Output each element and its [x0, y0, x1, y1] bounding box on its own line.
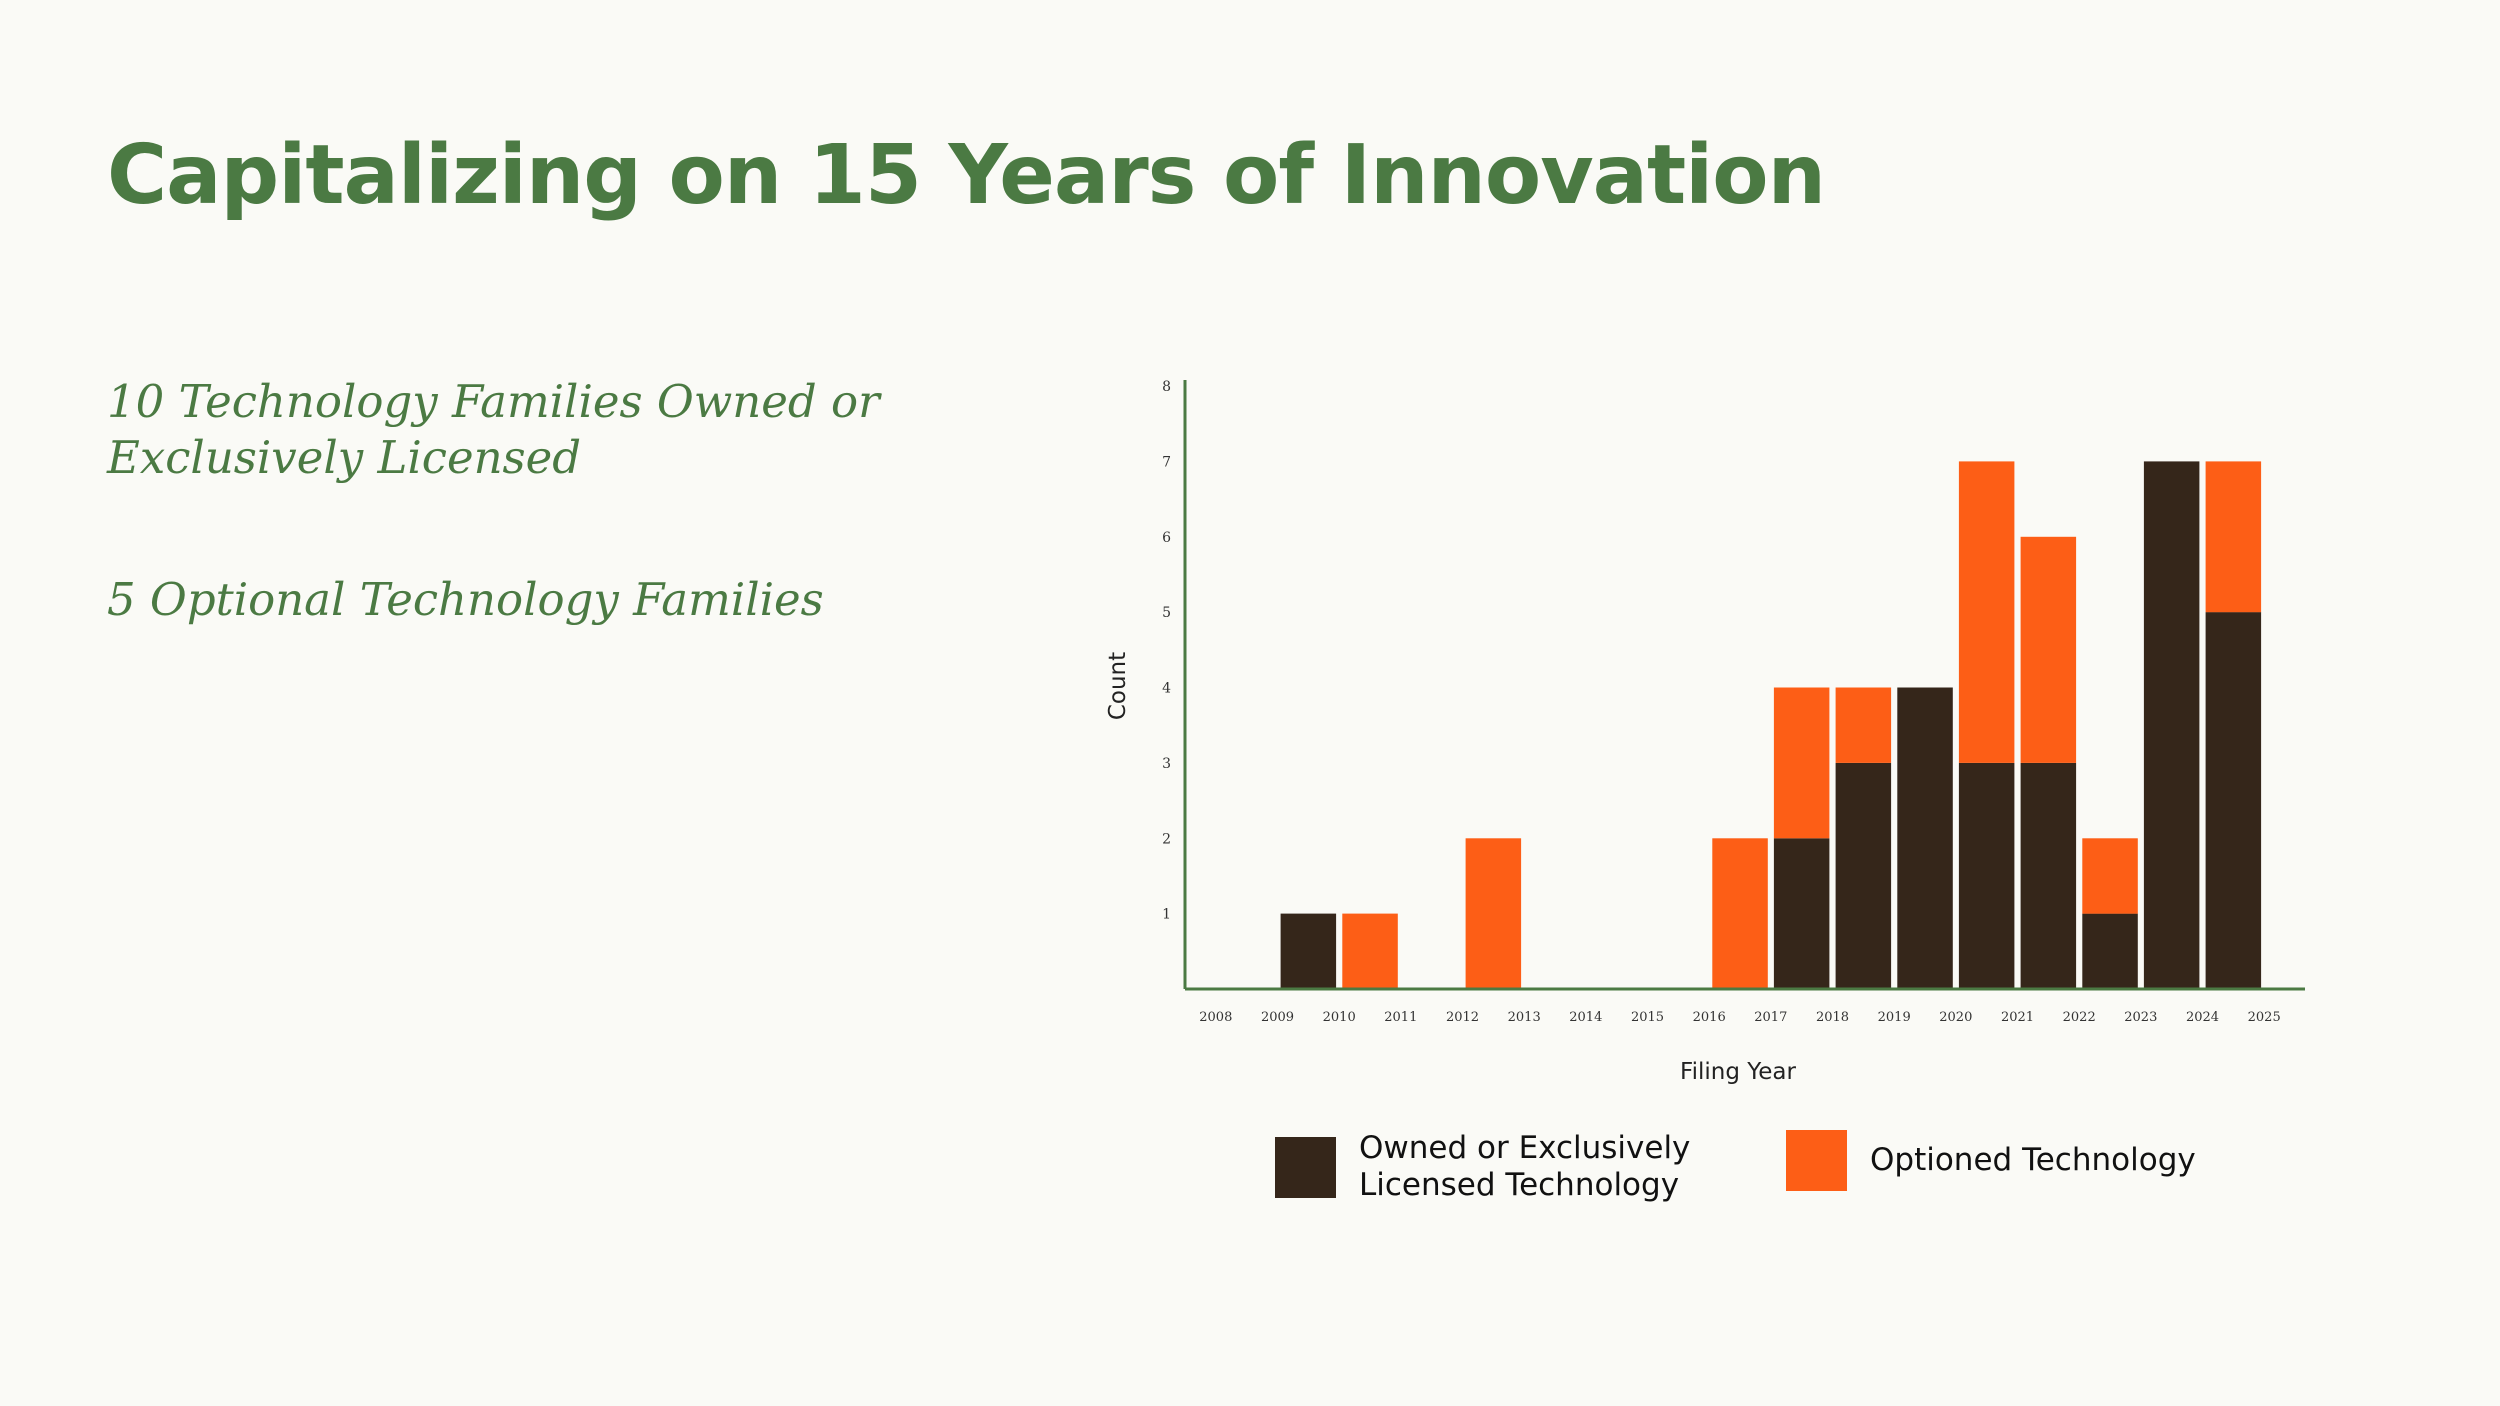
- x-tick-label: 2024: [2186, 1010, 2219, 1025]
- x-tick-label: 2010: [1323, 1010, 1356, 1025]
- legend-owned-label: Owned or Exclusively Licensed Technology: [1359, 1130, 1691, 1203]
- x-tick-label: 2015: [1631, 1010, 1664, 1025]
- ticks-layer: 1 2 3 4 5 6 7 8 2008 2009 2010 2011 2012 2013 2014 2015…: [1162, 379, 2281, 1025]
- y-tick-label: 1: [1162, 907, 1171, 923]
- x-tick-label: 2014: [1569, 1010, 1602, 1025]
- legend-owned: Owned or Exclusively Licensed Technology: [1275, 1130, 1719, 1204]
- page-title: Capitalizing on 15 Years of Innovation: [107, 128, 1826, 223]
- y-axis-label: Count: [1105, 652, 1131, 720]
- legend-optioned-swatch: [1786, 1130, 1847, 1191]
- bar-owned-2021.5: [2020, 762, 2077, 989]
- x-tick-label: 2019: [1878, 1010, 1911, 1025]
- legend-owned-swatch: [1275, 1136, 1336, 1198]
- x-tick-label: 2009: [1261, 1010, 1294, 1025]
- bar-owned-2023.5: [2143, 461, 2200, 989]
- bar-optioned-2020.5: [1958, 461, 2015, 763]
- bar-owned-2022.5: [2082, 913, 2138, 989]
- bar-owned-2020.5: [1958, 762, 2015, 989]
- x-tick-label: 2012: [1446, 1010, 1479, 1025]
- bar-owned-2024.5: [2205, 612, 2262, 989]
- bar-optioned-2024.5: [2205, 461, 2262, 613]
- y-tick-label: 4: [1162, 681, 1171, 697]
- x-tick-label: 2021: [2001, 1010, 2034, 1025]
- y-tick-label: 2: [1162, 831, 1171, 847]
- legend-optioned-label: Optioned Technology: [1870, 1142, 2196, 1178]
- bars-layer: [1280, 461, 2262, 990]
- x-tick-label: 2016: [1693, 1010, 1726, 1025]
- x-axis-label: Filing Year: [1680, 1059, 1796, 1085]
- bar-owned-2019.5: [1897, 687, 1953, 989]
- owned-families-text: 10 Technology Families Owned or Exclusiv…: [107, 375, 880, 484]
- x-tick-label: 2023: [2124, 1010, 2157, 1025]
- x-tick-label: 2020: [1939, 1010, 1972, 1025]
- optional-families-text: 5 Optional Technology Families: [107, 573, 824, 626]
- x-tick-label: 2025: [2248, 1010, 2281, 1025]
- bar-optioned-2021.5: [2020, 536, 2077, 763]
- y-tick-label: 5: [1162, 605, 1171, 621]
- axes-layer: [1183, 380, 2305, 991]
- x-tick-label: 2011: [1384, 1010, 1417, 1025]
- bar-owned-2017.5: [1773, 838, 1830, 990]
- bar-optioned-2010.5: [1342, 913, 1398, 989]
- x-tick-label: 2017: [1754, 1010, 1787, 1025]
- x-tick-label: 2013: [1508, 1010, 1541, 1025]
- x-tick-label: 2018: [1816, 1010, 1849, 1025]
- bar-optioned-2022.5: [2082, 838, 2138, 914]
- bar-optioned-2017.5: [1773, 687, 1830, 839]
- legend-optioned: Optioned Technology: [1786, 1130, 2196, 1191]
- y-tick-label: 7: [1162, 454, 1171, 470]
- bar-owned-2009.5: [1280, 913, 1337, 989]
- bar-optioned-2016.5: [1712, 838, 1768, 990]
- y-tick-label: 6: [1162, 530, 1171, 546]
- x-tick-label: 2008: [1199, 1010, 1232, 1025]
- bar-owned-2018.5: [1835, 762, 1892, 989]
- bar-optioned-2018.5: [1835, 687, 1892, 763]
- x-tick-label: 2022: [2063, 1010, 2096, 1025]
- y-tick-label: 3: [1162, 756, 1171, 772]
- filing-year-chart: 1 2 3 4 5 6 7 8 2008 2009 2010 2011 2012 2013 2014 2015…: [1105, 379, 2305, 1085]
- y-tick-label: 8: [1162, 379, 1171, 395]
- bar-optioned-2012.5: [1465, 838, 1522, 990]
